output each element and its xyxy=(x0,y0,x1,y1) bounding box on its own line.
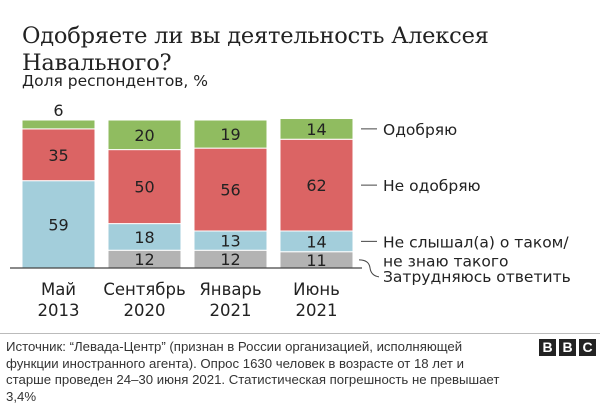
legend-label: Одобряю xyxy=(383,121,457,139)
bbc-logo-letter: B xyxy=(539,339,556,356)
bbc-logo-letter: B xyxy=(559,339,576,356)
bbc-logo-letter: C xyxy=(579,339,596,356)
value-label: 11 xyxy=(306,251,326,270)
bar-segment-не-слышал-а-о-таком-не-знаю-такого xyxy=(21,180,96,269)
x-tick-label-month: Май xyxy=(41,280,76,299)
legend-label: Не слышал(а) о таком/ xyxy=(383,233,569,251)
legend-leader-line xyxy=(358,259,380,278)
bbc-logo: B B C xyxy=(539,339,596,356)
value-label: 56 xyxy=(220,181,240,200)
bar-segment-одобряю xyxy=(21,119,96,130)
legend-item-не-слышал-а-о-таком-не-знаю-такого: Не слышал(а) о таком/не знаю такого xyxy=(361,233,569,270)
value-label: 12 xyxy=(134,250,154,269)
value-label: 50 xyxy=(134,178,154,197)
legend-item-затрудняюсь-ответить: Затрудняюсь ответить xyxy=(358,259,571,286)
bar-segment-не-одобряю xyxy=(279,138,354,232)
x-tick-label-year: 2020 xyxy=(124,301,166,320)
legend: Одобряю Не одобряю Не слышал(а) о таком/не… xyxy=(358,121,571,286)
bar-segment-не-одобряю xyxy=(107,149,182,225)
chart-title: Одобряете ли вы деятельность Алексея Нав… xyxy=(22,23,489,77)
legend-label: не знаю такого xyxy=(383,252,508,270)
bar-segment-одобряю xyxy=(107,119,182,151)
x-tick-label-month: Сентябрь xyxy=(103,280,185,299)
value-label: 14 xyxy=(306,232,326,251)
x-tick-label-month: Январь xyxy=(199,280,261,299)
bar-segment-не-одобряю xyxy=(21,128,96,182)
value-label: 19 xyxy=(220,125,240,144)
value-label: 35 xyxy=(48,146,68,165)
bar-segment-одобряю xyxy=(279,118,354,140)
bar-segment-одобряю xyxy=(193,119,268,149)
x-tick-label-month: Июнь xyxy=(293,280,340,299)
x-tick-labels: Май 2013 Сентябрь 2020 Январь 2021 Июнь 2021 xyxy=(38,280,340,320)
legend-label: Затрудняюсь ответить xyxy=(383,268,571,286)
value-label: 13 xyxy=(220,232,240,251)
x-tick-label-year: 2021 xyxy=(210,301,252,320)
value-label: 59 xyxy=(48,215,68,234)
value-label: 20 xyxy=(134,126,154,145)
value-label: 18 xyxy=(134,228,154,247)
legend-item-не-одобряю: Не одобряю xyxy=(361,177,481,195)
value-label: 6 xyxy=(53,101,63,120)
chart-subtitle: Доля респондентов, % xyxy=(22,72,209,90)
legend-label: Не одобряю xyxy=(383,177,481,195)
x-tick-label-year: 2013 xyxy=(38,301,80,320)
x-tick-label-year: 2021 xyxy=(296,301,338,320)
footer-divider xyxy=(0,333,600,334)
source-note: Источник: “Левада-Центр” (признан в Росс… xyxy=(6,339,500,404)
bars-group xyxy=(21,118,354,269)
value-label: 62 xyxy=(306,176,326,195)
bar-segment-не-одобряю xyxy=(193,147,268,232)
value-label: 14 xyxy=(306,120,326,139)
legend-item-одобряю: Одобряю xyxy=(361,121,457,139)
value-label: 12 xyxy=(220,250,240,269)
